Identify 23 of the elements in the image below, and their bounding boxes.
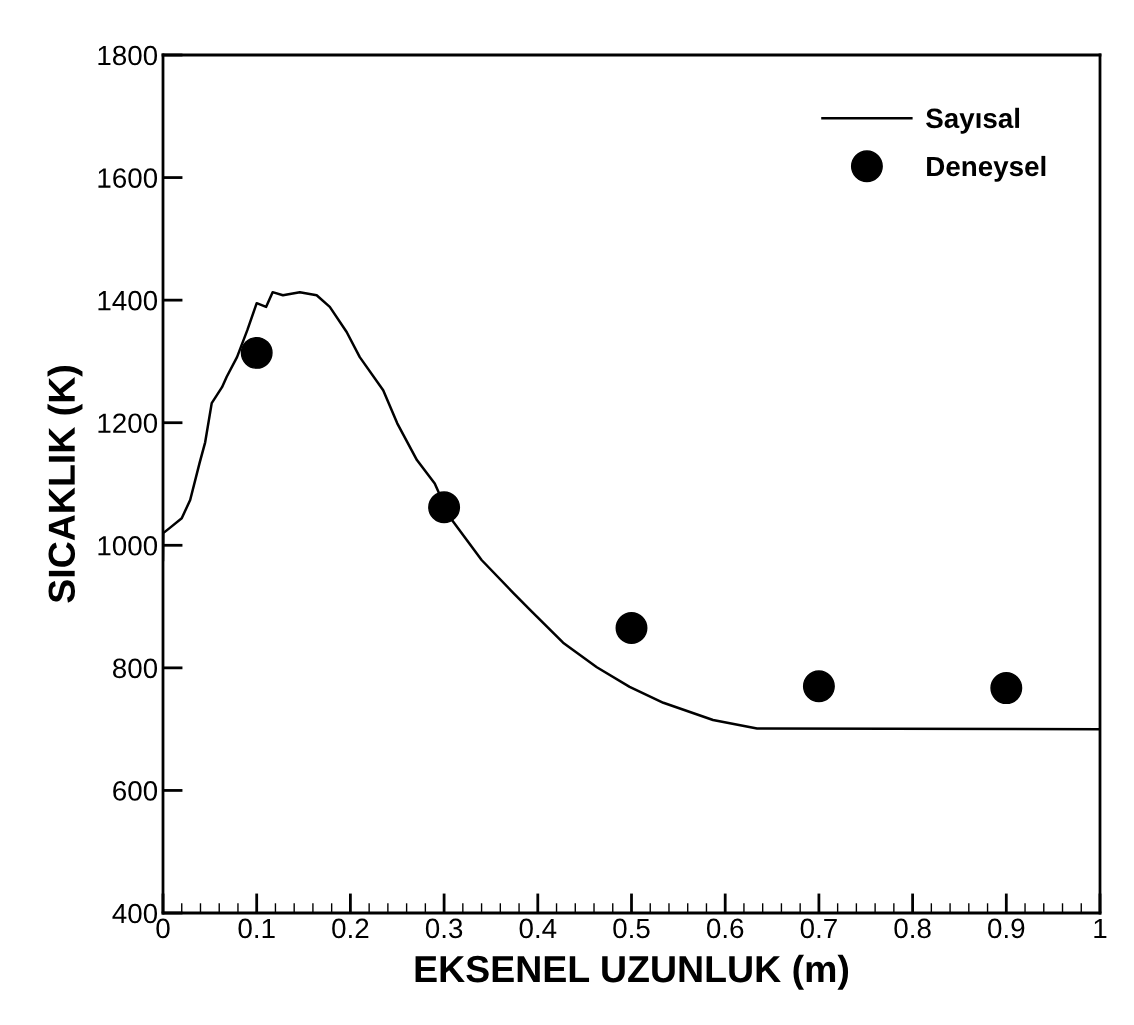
y-tick-label: 600 <box>113 781 158 801</box>
y-tick-label: 400 <box>112 903 158 924</box>
x-tick-label: 0.3 <box>425 918 463 939</box>
y-tick-label: 1600 <box>98 168 158 188</box>
y-tick-label: 1400 <box>98 290 158 311</box>
x-axis-title: EKSENEL UZUNLUK (m) <box>415 954 849 990</box>
x-tick-label: 0.4 <box>519 918 557 939</box>
x-tick-label: 0.6 <box>706 918 744 939</box>
x-tick-label: 0 <box>156 918 170 939</box>
x-tick-label: 0.7 <box>800 918 837 939</box>
legend-label: Deneysel <box>927 155 1046 182</box>
y-tick-label: 1000 <box>98 535 158 556</box>
x-tick-label: 0.8 <box>894 918 931 939</box>
y-axis-title: SICAKLIK (K) <box>47 366 83 603</box>
x-tick-label: 0.9 <box>988 918 1025 939</box>
x-tick-label: 0.1 <box>238 918 275 939</box>
y-tick-label: 800 <box>113 658 158 679</box>
x-tick-label: 0.2 <box>332 918 369 939</box>
legend-label: Sayısal <box>926 107 1020 134</box>
x-tick-label: 0.5 <box>613 918 650 939</box>
y-tick-label: 1200 <box>98 413 158 434</box>
y-tick-label: 1800 <box>98 45 158 66</box>
x-tick-label: 1 <box>1094 918 1107 938</box>
